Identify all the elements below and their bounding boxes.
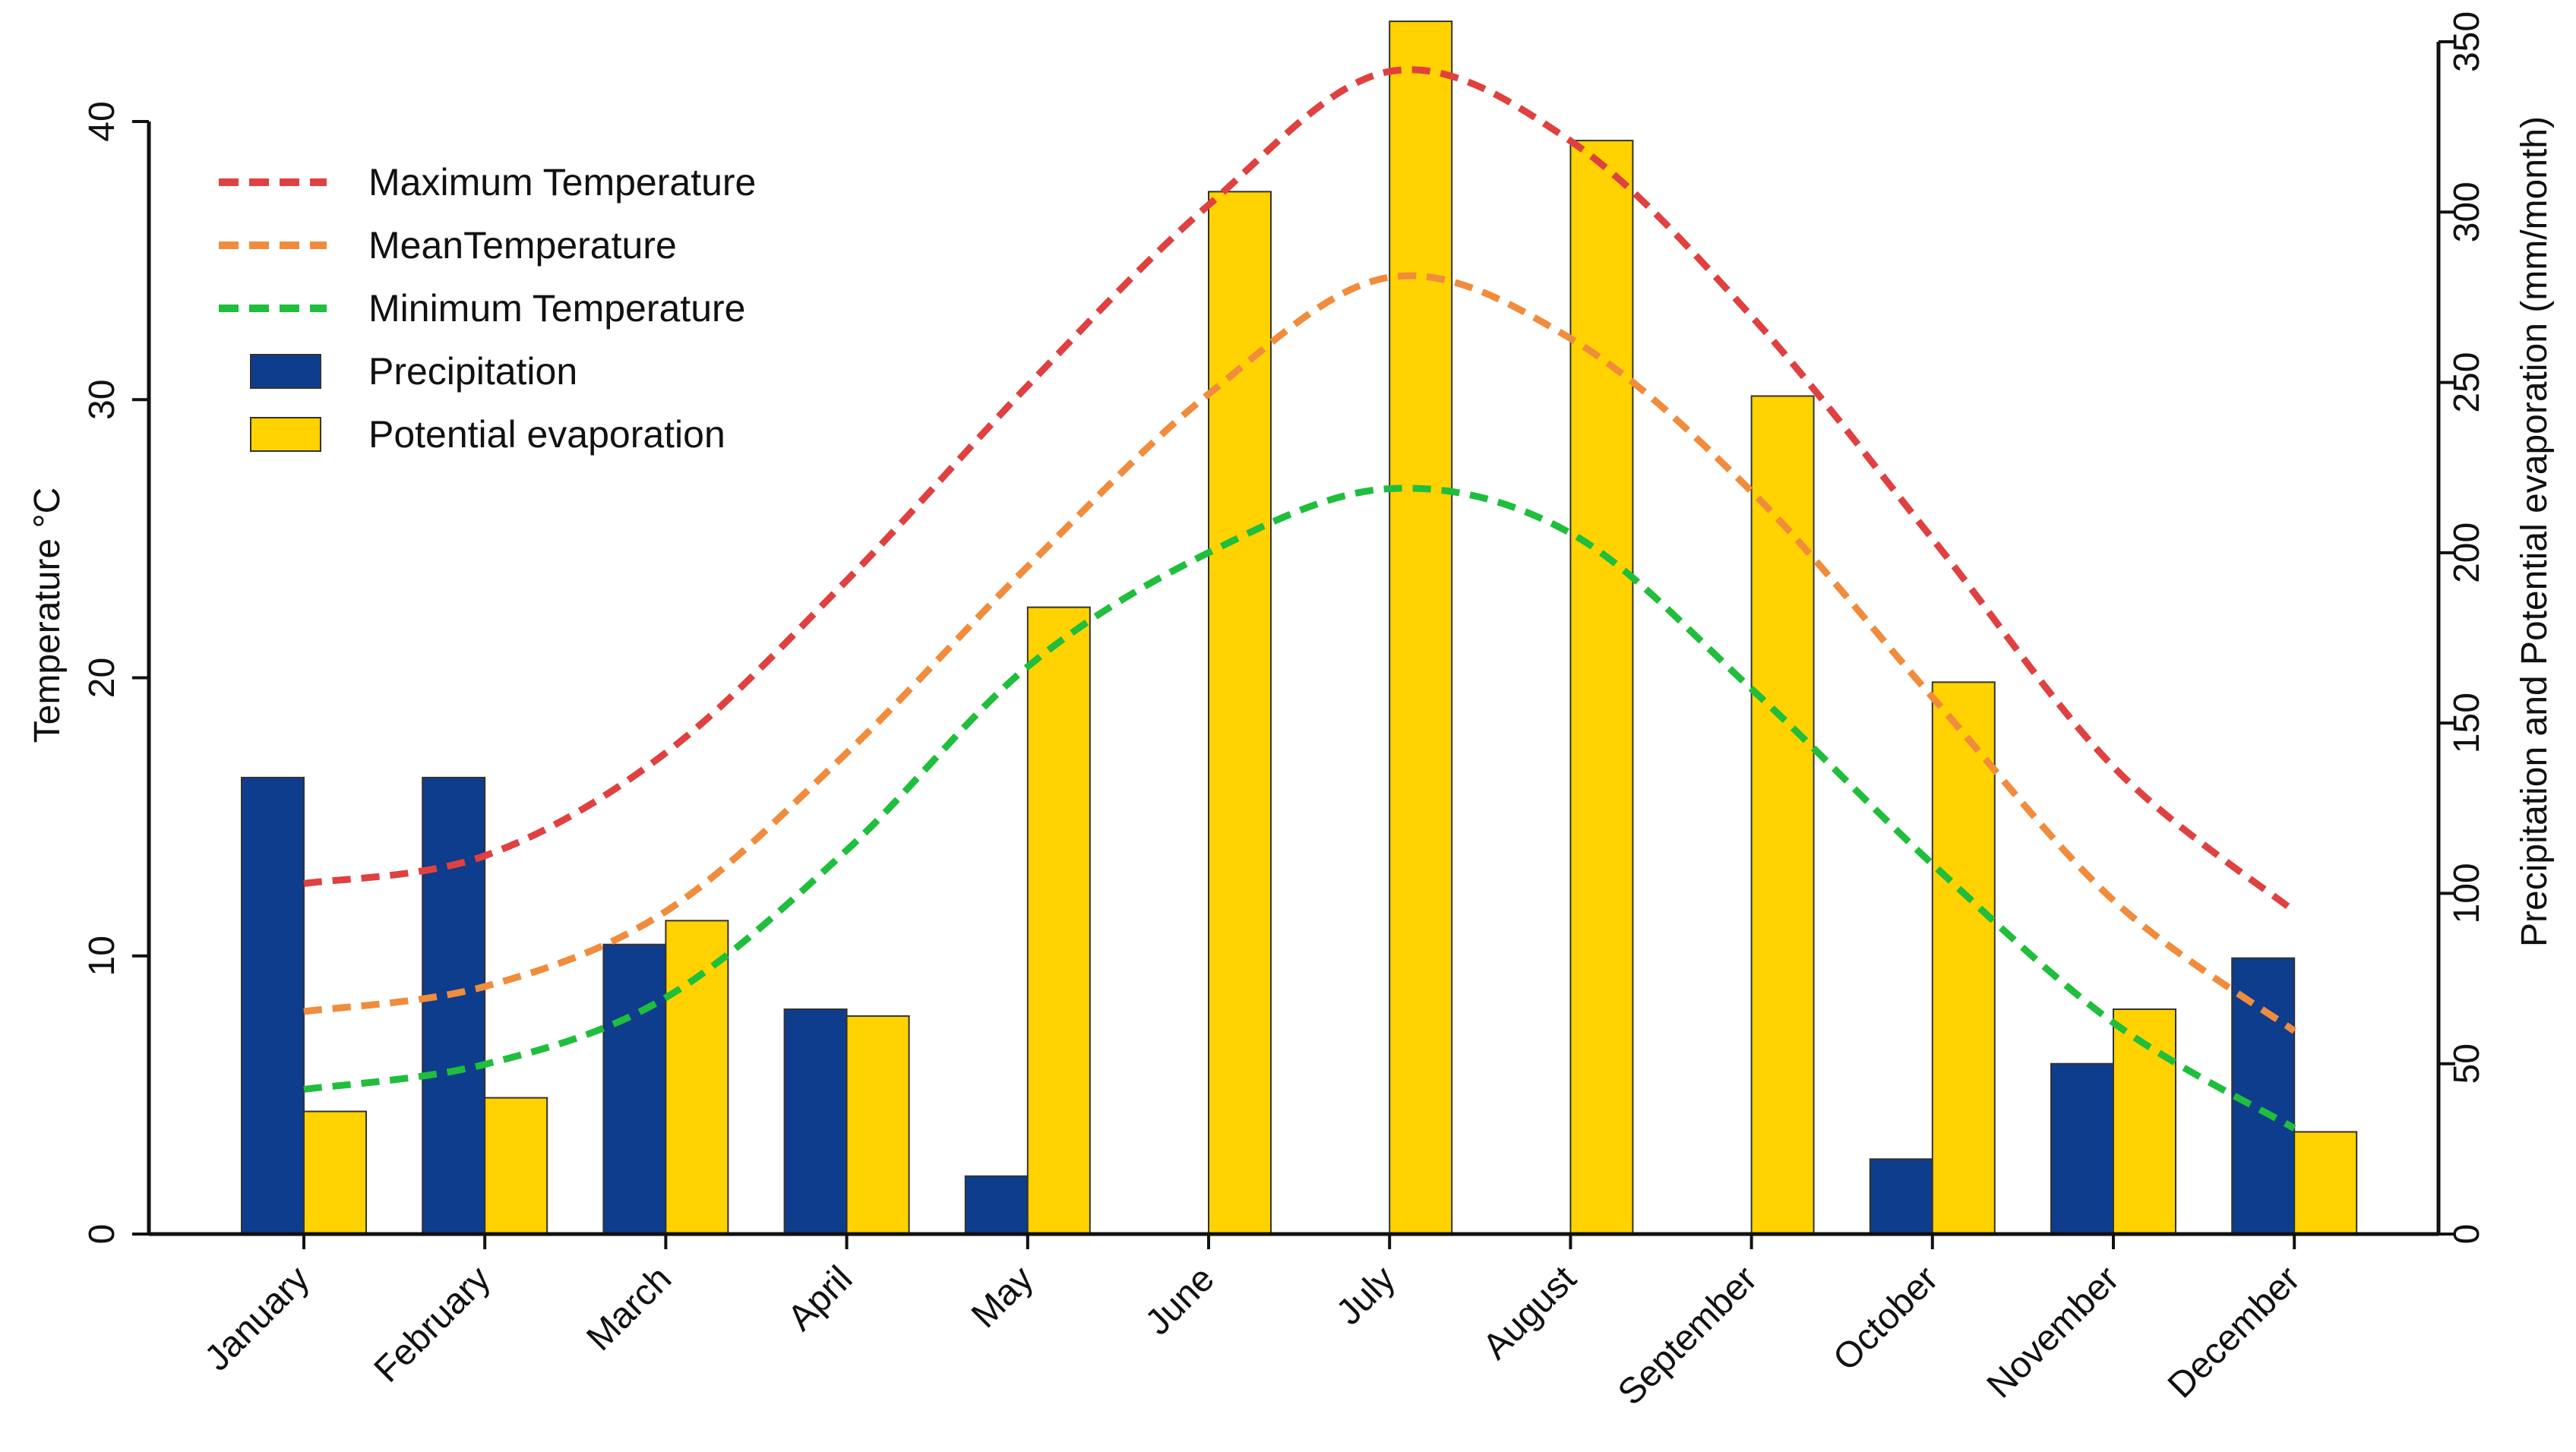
- right-tick-label: 200: [2447, 522, 2487, 583]
- right-axis-title: Precipitation and Potential evaporation …: [2514, 116, 2555, 947]
- left-tick-label: 40: [82, 101, 122, 141]
- x-tick-label-april: April: [780, 1258, 860, 1338]
- bar-potential-evaporation-october: [1931, 681, 1996, 1235]
- right-tick-label: 50: [2447, 1043, 2487, 1084]
- bar-potential-evaporation-april: [845, 1015, 910, 1236]
- bar-potential-evaporation-february: [484, 1097, 548, 1235]
- right-tick-label: 0: [2447, 1224, 2487, 1245]
- bar-potential-evaporation-may: [1026, 606, 1091, 1235]
- left-tick-label: 20: [82, 658, 122, 698]
- line-maximum-temperature: [303, 66, 2297, 914]
- bar-precipitation-december: [2231, 957, 2296, 1235]
- lines-layer: [303, 66, 2297, 1132]
- x-tick-label-may: May: [964, 1258, 1041, 1336]
- x-tick-label-december: December: [2160, 1258, 2308, 1406]
- legend: Maximum Temperature MeanTemperature Minimu…: [219, 161, 756, 456]
- x-tick-label-july: July: [1329, 1258, 1403, 1333]
- left-tick-label: 10: [82, 936, 122, 976]
- x-tick-label-september: September: [1610, 1258, 1765, 1413]
- legend-label-potential-evaporation: Potential evaporation: [368, 413, 725, 456]
- x-tick-label-february: February: [367, 1258, 498, 1390]
- bar-potential-evaporation-december: [2293, 1131, 2358, 1236]
- bar-precipitation-may: [964, 1175, 1029, 1235]
- bar-precipitation-march: [602, 943, 667, 1235]
- bar-precipitation-april: [783, 1008, 848, 1235]
- legend-swatch-potential-evaporation: [250, 417, 321, 452]
- x-tick-label-january: January: [198, 1258, 318, 1378]
- bar-potential-evaporation-july: [1389, 21, 1453, 1236]
- right-tick-label: 100: [2447, 863, 2487, 923]
- x-tick-label-october: October: [1825, 1258, 1945, 1378]
- x-tick-label-august: August: [1475, 1258, 1584, 1367]
- bar-potential-evaporation-march: [665, 920, 729, 1236]
- right-tick-label: 350: [2447, 11, 2487, 72]
- bar-precipitation-february: [422, 776, 486, 1235]
- x-tick-label-june: June: [1138, 1258, 1222, 1343]
- left-tick-label: 0: [82, 1224, 122, 1245]
- legend-swatch-precipitation: [250, 354, 321, 389]
- bar-potential-evaporation-january: [303, 1110, 367, 1235]
- bar-potential-evaporation-august: [1569, 140, 1634, 1236]
- legend-label-meantemperature: MeanTemperature: [368, 224, 677, 267]
- bar-potential-evaporation-september: [1750, 395, 1815, 1235]
- left-axis-title: Temperature °C: [27, 488, 68, 743]
- legend-label-minimum-temperature: Minimum Temperature: [368, 287, 745, 330]
- line-meantemperature: [303, 272, 2296, 1034]
- right-tick-label: 300: [2447, 182, 2487, 242]
- legend-label-maximum-temperature: Maximum Temperature: [368, 161, 756, 204]
- bar-precipitation-october: [1869, 1158, 1933, 1236]
- bar-precipitation-november: [2050, 1062, 2114, 1235]
- bar-precipitation-january: [241, 776, 305, 1235]
- right-tick-label: 150: [2447, 693, 2487, 753]
- x-tick-label-november: November: [1980, 1258, 2127, 1406]
- legend-label-precipitation: Precipitation: [368, 350, 577, 393]
- line-minimum-temperature: [303, 485, 2296, 1132]
- bars-layer: [241, 21, 2358, 1236]
- left-tick-label: 30: [82, 380, 122, 420]
- right-tick-label: 250: [2447, 352, 2487, 413]
- x-tick-label-march: March: [579, 1258, 679, 1359]
